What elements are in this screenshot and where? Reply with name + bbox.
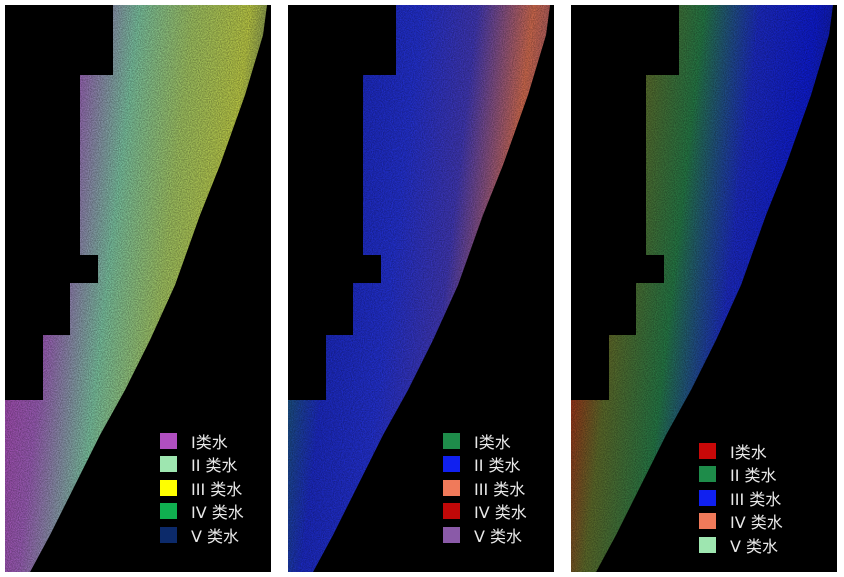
legend-item: V 类水 <box>699 533 783 557</box>
legend-label: I类水 <box>191 432 228 452</box>
map-panel-2: I类水 II 类水 III 类水 IV 类水 V 类水 <box>288 5 554 572</box>
legend-item: III 类水 <box>160 476 244 500</box>
water-quality-map <box>288 5 550 572</box>
legend-item: I类水 <box>160 429 244 453</box>
legend-swatch <box>443 479 460 496</box>
legend-swatch <box>699 466 716 483</box>
legend-label: I类水 <box>730 442 767 462</box>
legend-item: V 类水 <box>160 523 244 547</box>
water-quality-map <box>5 5 267 572</box>
legend-label: IV 类水 <box>191 503 244 523</box>
legend-item: III 类水 <box>443 476 527 500</box>
legend-label: III 类水 <box>730 489 782 509</box>
legend-item: II 类水 <box>699 463 783 487</box>
legend-item: IV 类水 <box>699 510 783 534</box>
legend-swatch <box>699 536 716 553</box>
legend-swatch <box>443 503 460 520</box>
legend-swatch <box>160 432 177 449</box>
legend-item: II 类水 <box>443 453 527 477</box>
legend-item: I类水 <box>699 439 783 463</box>
legend-label: II 类水 <box>474 456 521 476</box>
legend-label: II 类水 <box>191 456 238 476</box>
legend-swatch <box>443 526 460 543</box>
legend-swatch <box>160 456 177 473</box>
legend-swatch <box>160 526 177 543</box>
legend-label: V 类水 <box>191 526 240 546</box>
legend-label: V 类水 <box>730 536 779 556</box>
legend-item: III 类水 <box>699 486 783 510</box>
legend-label: IV 类水 <box>730 513 783 533</box>
legend-item: I类水 <box>443 429 527 453</box>
legend-item: V 类水 <box>443 523 527 547</box>
legend-swatch <box>699 513 716 530</box>
legend-label: IV 类水 <box>474 503 527 523</box>
legend-label: III 类水 <box>191 479 243 499</box>
legend-swatch <box>160 479 177 496</box>
water-quality-map <box>571 5 833 572</box>
map-panel-1: I类水 II 类水 III 类水 IV 类水 V 类水 <box>5 5 271 572</box>
legend-swatch <box>443 432 460 449</box>
map-legend: I类水 II 类水 III 类水 IV 类水 V 类水 <box>160 429 244 547</box>
map-legend: I类水 II 类水 III 类水 IV 类水 V 类水 <box>443 429 527 547</box>
legend-label: II 类水 <box>730 466 777 486</box>
legend-swatch <box>443 456 460 473</box>
legend-label: V 类水 <box>474 526 523 546</box>
map-legend: I类水 II 类水 III 类水 IV 类水 V 类水 <box>699 439 783 557</box>
texture-overlay <box>5 5 267 572</box>
legend-label: III 类水 <box>474 479 526 499</box>
texture-overlay <box>288 5 550 572</box>
legend-label: I类水 <box>474 432 511 452</box>
legend-item: IV 类水 <box>160 500 244 524</box>
legend-item: IV 类水 <box>443 500 527 524</box>
map-panel-3: I类水 II 类水 III 类水 IV 类水 V 类水 <box>571 5 837 572</box>
texture-overlay <box>571 5 833 572</box>
legend-swatch <box>160 503 177 520</box>
legend-swatch <box>699 489 716 506</box>
legend-item: II 类水 <box>160 453 244 477</box>
legend-swatch <box>699 442 716 459</box>
